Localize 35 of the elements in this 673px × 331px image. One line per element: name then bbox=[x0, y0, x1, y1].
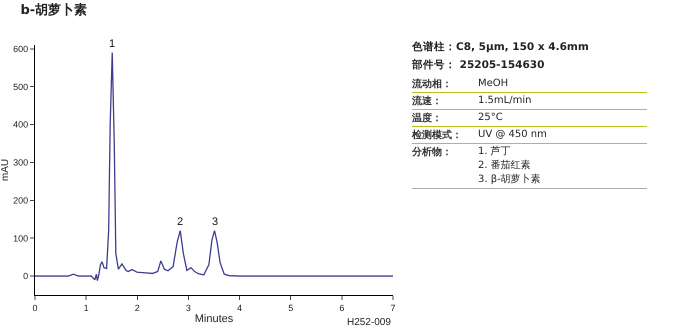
text: 流速： bbox=[412, 94, 443, 108]
chart-title: b-胡萝卜素 bbox=[20, 2, 88, 18]
y-tick-label: 500 bbox=[13, 82, 28, 92]
x-tick-label: 4 bbox=[237, 302, 242, 313]
line-series bbox=[35, 52, 393, 282]
text: H252-009 bbox=[347, 317, 392, 328]
y-tick-label: 200 bbox=[13, 195, 28, 206]
text: MeOH bbox=[478, 77, 508, 91]
y-tick-label: 400 bbox=[13, 120, 28, 130]
text: 温度： bbox=[412, 111, 443, 125]
text: 检测模式： bbox=[412, 128, 463, 142]
x-tick-label: 5 bbox=[288, 302, 294, 313]
text: UV @ 450 nm bbox=[478, 128, 547, 142]
y-tick-label: 0 bbox=[23, 271, 28, 282]
y-tick-label: 100 bbox=[13, 233, 28, 244]
text: 分析物： bbox=[412, 146, 453, 160]
text: 部件号： 25205-154630 bbox=[412, 58, 546, 72]
text: 色谱柱：C8, 5μm, 150 x 4.6mm bbox=[412, 40, 590, 54]
y-axis-title: mAU bbox=[0, 158, 11, 182]
x-tick-label: 6 bbox=[339, 302, 344, 313]
x-tick-label: 0 bbox=[32, 302, 38, 313]
x-tick-label: 7 bbox=[390, 302, 396, 313]
annotation: 1 bbox=[109, 38, 116, 50]
x-axis-title: Minutes bbox=[194, 313, 234, 325]
text: 流动相： bbox=[412, 77, 453, 91]
text: 25°C bbox=[478, 111, 503, 125]
y-tick-label: 300 bbox=[13, 158, 28, 168]
text: 1. 芦丁 2. 番茄红素 3. β-胡萝卜素 bbox=[478, 145, 541, 187]
y-tick-label: 600 bbox=[13, 44, 28, 54]
x-tick-label: 1 bbox=[84, 302, 89, 313]
text: 1.5mL/min bbox=[478, 94, 532, 108]
annotation: 3 bbox=[212, 216, 218, 228]
x-tick-label: 2 bbox=[134, 302, 140, 313]
annotation: 2 bbox=[177, 216, 184, 228]
x-tick-label: 3 bbox=[186, 302, 191, 313]
